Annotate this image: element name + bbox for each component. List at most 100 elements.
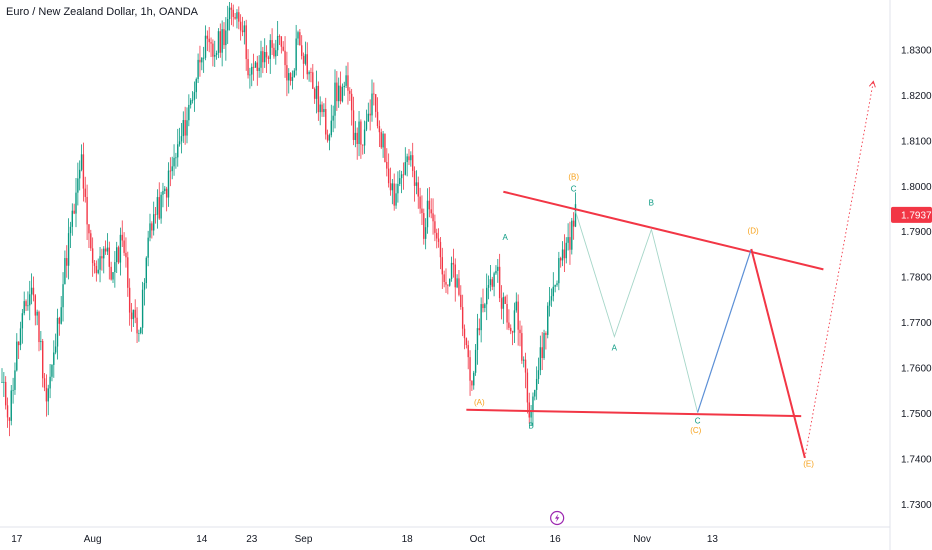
candle <box>214 40 216 67</box>
candle <box>563 234 566 272</box>
candle <box>338 77 340 108</box>
candle <box>132 309 135 327</box>
candle-body <box>397 183 399 194</box>
candle-body <box>238 12 240 22</box>
candle-body <box>214 54 216 57</box>
candle-body <box>321 104 323 113</box>
price-tick-label: 1.78000 <box>901 273 932 284</box>
trendline-upper[interactable] <box>503 190 824 271</box>
candle-body <box>508 322 510 328</box>
candle <box>165 186 168 212</box>
candle <box>328 133 331 151</box>
candle <box>308 70 310 82</box>
plot-background[interactable] <box>0 0 890 527</box>
trendline-lower[interactable] <box>466 408 802 418</box>
candle <box>60 296 62 325</box>
candle-body <box>195 79 197 93</box>
candle-body <box>199 59 201 63</box>
trendlines[interactable] <box>466 190 824 418</box>
candle <box>247 49 249 79</box>
candle-body <box>117 247 120 263</box>
price-tick-label: 1.75000 <box>901 409 932 420</box>
candle <box>138 329 140 342</box>
candle-body <box>517 301 519 330</box>
candle-body <box>474 349 477 373</box>
candle-body <box>319 104 321 113</box>
candle <box>550 288 553 307</box>
event-marker[interactable] <box>550 510 565 526</box>
candle <box>140 326 142 335</box>
candle <box>8 417 11 437</box>
candle-body <box>262 51 264 63</box>
candle-body <box>424 227 427 239</box>
time-axis[interactable]: 17 Aug 14 23 Sep 18 Oct 16 Nov 13 <box>11 534 718 545</box>
candle <box>560 256 562 268</box>
projection-blue[interactable] <box>697 248 752 413</box>
candle <box>145 256 147 289</box>
candle <box>339 71 342 105</box>
candle <box>75 178 77 228</box>
candle <box>367 102 369 122</box>
candle <box>164 186 166 194</box>
candle <box>153 201 155 236</box>
candle-body <box>158 197 160 219</box>
candle-body <box>162 191 164 195</box>
candle <box>116 241 118 274</box>
candle-body <box>347 75 349 91</box>
candle-body <box>254 62 257 68</box>
candle <box>167 162 170 207</box>
candle-body <box>29 294 31 306</box>
plot-area[interactable] <box>0 0 891 550</box>
candle <box>84 176 86 203</box>
candle-body <box>160 194 162 219</box>
candle-body <box>252 66 255 68</box>
candle-body <box>27 305 29 307</box>
candle-body <box>49 376 51 389</box>
candle <box>21 308 24 344</box>
candle-body <box>358 121 360 144</box>
candle-body <box>511 331 514 333</box>
price-axis[interactable]: 1.83000 1.82000 1.81000 1.80000 1.79000 1.780… <box>891 45 932 511</box>
candle-body <box>245 25 247 60</box>
candle-body <box>116 247 118 263</box>
price-tick-label: 1.83000 <box>901 45 932 56</box>
candle <box>42 338 44 388</box>
projection-thin[interactable] <box>575 211 699 413</box>
candle-body <box>452 262 455 265</box>
candle-body <box>289 73 292 81</box>
candle <box>97 258 99 275</box>
candle-body <box>376 111 379 127</box>
candle <box>221 20 223 67</box>
candle <box>82 142 85 202</box>
candle <box>158 182 160 220</box>
wave-projections[interactable] <box>575 80 876 459</box>
candle-body <box>439 241 442 258</box>
candle-body <box>19 328 22 346</box>
candle-body <box>23 301 25 314</box>
candle-body <box>552 286 554 297</box>
price-tick-label: 1.79000 <box>901 227 932 238</box>
candle-body <box>528 402 530 418</box>
candle-body <box>473 372 475 386</box>
candle <box>432 198 434 235</box>
projection-red[interactable] <box>750 248 806 459</box>
candle-body <box>547 305 549 335</box>
candle <box>572 212 575 240</box>
candle <box>184 106 186 145</box>
candle <box>526 368 529 414</box>
candle <box>406 153 408 177</box>
candle-body <box>341 87 344 102</box>
candle <box>106 233 109 255</box>
candle <box>238 6 240 30</box>
candle-body <box>104 248 107 252</box>
candle-body <box>95 265 98 274</box>
candle-body <box>10 390 12 421</box>
candle <box>54 333 57 355</box>
candle <box>134 299 136 324</box>
candle <box>49 364 51 399</box>
candle <box>382 130 384 158</box>
candle-body <box>62 284 64 308</box>
candle-body <box>456 278 458 288</box>
candle-body <box>215 53 218 55</box>
